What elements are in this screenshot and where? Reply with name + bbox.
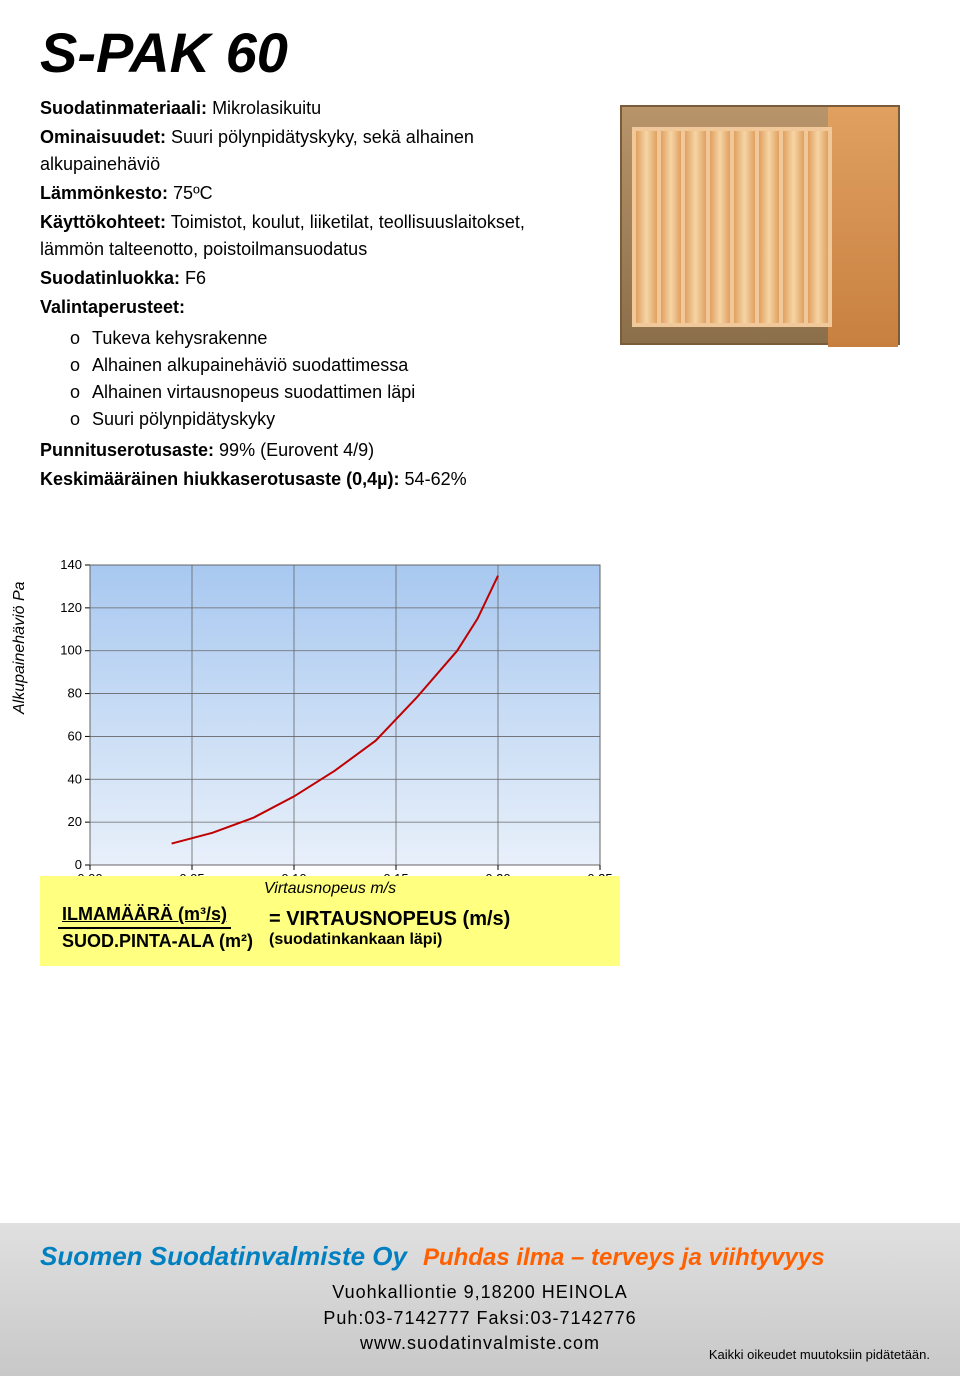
svg-text:80: 80 — [68, 686, 82, 701]
criteria-item: oTukeva kehysrakenne — [70, 325, 590, 352]
svg-text:0: 0 — [75, 857, 82, 872]
class-line: Suodatinluokka: F6 — [40, 265, 590, 292]
heat-line: Lämmönkesto: 75ºC — [40, 180, 590, 207]
avg-label: Keskimääräinen hiukkaserotusaste (0,4µ): — [40, 469, 400, 489]
formula-sub: (suodatinkankaan läpi) — [269, 931, 510, 949]
formula-box: Virtausnopeus m/s ILMAMÄÄRÄ (m³/s) SUOD.… — [40, 876, 620, 966]
svg-text:100: 100 — [60, 643, 82, 658]
material-value: Mikrolasikuitu — [212, 98, 321, 118]
footer-phone: Puh:03-7142777 Faksi:03-7142776 — [40, 1306, 920, 1331]
features-line: Ominaisuudet: Suuri pölynpidätyskyky, se… — [40, 124, 590, 178]
criteria-list: oTukeva kehysrakenneoAlhainen alkupaineh… — [70, 325, 590, 433]
formula-result: = VIRTAUSNOPEUS (m/s) (suodatinkankaan l… — [269, 908, 510, 949]
criteria-label: Valintaperusteet: — [40, 294, 590, 321]
weight-label: Punnituserotusaste: — [40, 440, 214, 460]
product-title: S-PAK 60 — [40, 20, 920, 85]
formula-denominator: SUOD.PINTA-ALA (m²) — [58, 929, 257, 952]
company-name: Suomen Suodatinvalmiste Oy — [40, 1241, 407, 1272]
pressure-drop-chart: Alkupainehäviö Pa 0204060801001201400,00… — [40, 555, 620, 900]
weight-value: 99% (Eurovent 4/9) — [219, 440, 374, 460]
svg-text:60: 60 — [68, 728, 82, 743]
company-slogan: Puhdas ilma – terveys ja viihtyvyys — [423, 1244, 825, 1272]
svg-text:20: 20 — [68, 814, 82, 829]
svg-text:40: 40 — [68, 771, 82, 786]
page-footer: Suomen Suodatinvalmiste Oy Puhdas ilma –… — [0, 1223, 960, 1376]
formula-numerator: ILMAMÄÄRÄ (m³/s) — [58, 904, 231, 929]
top-section: Suodatinmateriaali: Mikrolasikuitu Omina… — [40, 95, 920, 495]
svg-text:120: 120 — [60, 600, 82, 615]
footer-title-row: Suomen Suodatinvalmiste Oy Puhdas ilma –… — [40, 1241, 920, 1272]
material-label: Suodatinmateriaali: — [40, 98, 207, 118]
weight-line: Punnituserotusaste: 99% (Eurovent 4/9) — [40, 437, 590, 464]
use-label: Käyttökohteet: — [40, 212, 166, 232]
spec-column: Suodatinmateriaali: Mikrolasikuitu Omina… — [40, 95, 590, 495]
footer-address: Vuohkalliontie 9,18200 HEINOLA — [40, 1280, 920, 1305]
footer-rights: Kaikki oikeudet muutoksiin pidätetään. — [709, 1347, 930, 1362]
formula-row: ILMAMÄÄRÄ (m³/s) SUOD.PINTA-ALA (m²) = V… — [58, 904, 602, 952]
y-axis-label: Alkupainehäviö Pa — [11, 581, 29, 714]
image-column — [620, 95, 920, 495]
material-line: Suodatinmateriaali: Mikrolasikuitu — [40, 95, 590, 122]
avg-line: Keskimääräinen hiukkaserotusaste (0,4µ):… — [40, 466, 590, 493]
class-label: Suodatinluokka: — [40, 268, 180, 288]
footer-contact: Vuohkalliontie 9,18200 HEINOLA Puh:03-71… — [40, 1280, 920, 1356]
filter-product-image — [620, 105, 900, 345]
class-value: F6 — [185, 268, 206, 288]
criteria-item: oAlhainen alkupainehäviö suodattimessa — [70, 352, 590, 379]
avg-value: 54-62% — [405, 469, 467, 489]
formula-fraction: ILMAMÄÄRÄ (m³/s) SUOD.PINTA-ALA (m²) — [58, 904, 257, 952]
criteria-item: oSuuri pölynpidätyskyky — [70, 406, 590, 433]
criteria-item: oAlhainen virtausnopeus suodattimen läpi — [70, 379, 590, 406]
svg-text:140: 140 — [60, 557, 82, 572]
heat-label: Lämmönkesto: — [40, 183, 168, 203]
chart-svg: 0204060801001201400,000,050,100,150,200,… — [40, 555, 620, 895]
formula-equals: = VIRTAUSNOPEUS (m/s) — [269, 908, 510, 931]
x-axis-label: Virtausnopeus m/s — [58, 880, 602, 898]
use-line: Käyttökohteet: Toimistot, koulut, liiket… — [40, 209, 590, 263]
features-label: Ominaisuudet: — [40, 127, 166, 147]
heat-value: 75ºC — [173, 183, 213, 203]
